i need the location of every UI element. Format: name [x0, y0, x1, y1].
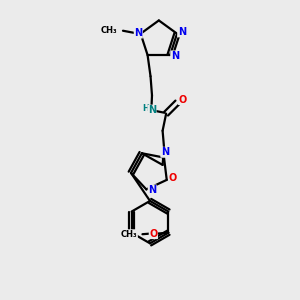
Text: N: N: [134, 28, 142, 38]
Text: CH₃: CH₃: [121, 230, 137, 239]
Text: O: O: [149, 229, 158, 238]
Text: O: O: [178, 94, 187, 104]
Text: O: O: [169, 173, 177, 183]
Text: CH₃: CH₃: [100, 26, 117, 35]
Text: N: N: [178, 27, 186, 37]
Text: H: H: [142, 104, 149, 113]
Text: N: N: [148, 105, 156, 115]
Text: N: N: [171, 51, 179, 61]
Text: N: N: [148, 185, 156, 195]
Text: N: N: [161, 147, 169, 157]
